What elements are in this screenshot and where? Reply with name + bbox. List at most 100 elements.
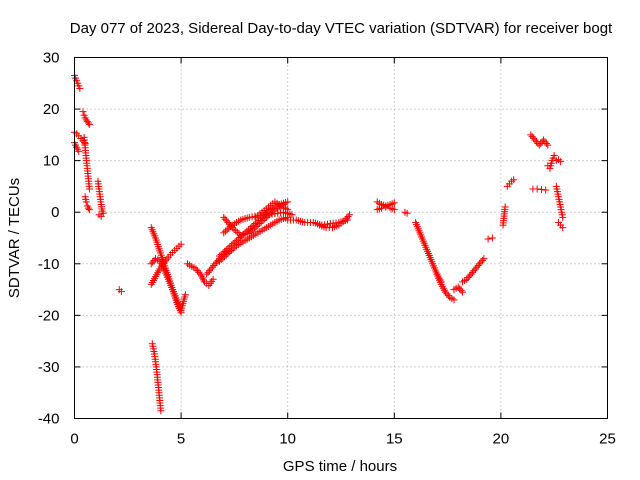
data-point (248, 213, 256, 221)
y-tick-label: -30 (38, 359, 60, 376)
data-layer (71, 72, 567, 415)
data-point (484, 235, 492, 243)
data-point (208, 263, 216, 271)
data-point (223, 217, 231, 225)
data-point (510, 176, 518, 184)
data-point (470, 267, 478, 275)
data-track (94, 177, 106, 215)
data-point (537, 186, 545, 194)
data-point (82, 198, 90, 206)
data-point (181, 291, 189, 299)
x-tick-label: 15 (386, 431, 403, 448)
data-track (459, 255, 488, 286)
data-point (542, 139, 550, 147)
data-point (457, 286, 465, 294)
data-point (378, 204, 386, 212)
data-point (256, 220, 264, 228)
data-point (221, 227, 229, 235)
data-track (401, 208, 411, 217)
data-point (559, 224, 567, 232)
data-point (535, 141, 543, 149)
data-point (261, 215, 269, 223)
data-point (84, 119, 92, 127)
data-point (542, 186, 550, 194)
plot-frame (74, 57, 608, 419)
data-point (474, 262, 482, 270)
data-point (247, 227, 255, 235)
data-point (203, 270, 211, 278)
data-point (85, 185, 93, 193)
data-point (251, 212, 259, 220)
data-track (373, 203, 398, 214)
data-point (85, 206, 93, 214)
data-point (227, 246, 235, 254)
y-tick-label: -20 (38, 307, 60, 324)
data-track (215, 213, 292, 265)
data-point (257, 218, 265, 226)
data-point (206, 267, 214, 275)
data-point (550, 151, 558, 159)
data-track (81, 193, 93, 214)
data-point (259, 216, 267, 224)
data-point (557, 158, 565, 166)
data-point (476, 260, 484, 268)
data-point (225, 224, 233, 232)
data-point (221, 253, 229, 261)
data-point (528, 133, 536, 141)
data-point (84, 204, 92, 212)
data-point (343, 214, 351, 222)
data-point (229, 245, 237, 253)
data-point (231, 243, 239, 251)
data-point (527, 131, 535, 139)
data-point (209, 275, 217, 283)
data-point (344, 213, 352, 221)
data-track (552, 156, 565, 166)
data-point (341, 216, 349, 224)
data-point (284, 198, 292, 206)
data-point (463, 275, 471, 283)
data-point (211, 260, 219, 268)
data-point (382, 203, 390, 211)
data-point (117, 288, 125, 296)
data-point (390, 206, 398, 214)
data-point (271, 210, 279, 218)
x-tick-label: 5 (177, 431, 185, 448)
data-point (222, 251, 230, 259)
data-point (466, 272, 474, 280)
data-track (484, 234, 496, 243)
data-point (250, 224, 258, 232)
data-point (192, 265, 200, 273)
data-point (76, 84, 84, 92)
data-point (207, 265, 215, 273)
data-point (215, 257, 223, 265)
data-point (235, 230, 243, 238)
chart-title: Day 077 of 2023, Sidereal Day-to-day VTE… (70, 20, 613, 37)
data-point (464, 274, 472, 282)
y-tick-label: -40 (38, 411, 60, 428)
data-point (221, 215, 229, 223)
data-point (403, 209, 411, 217)
data-track (95, 209, 107, 220)
data-track (115, 286, 125, 296)
data-point (213, 258, 221, 266)
data-point (254, 221, 262, 229)
data-point (274, 209, 282, 217)
data-point (210, 262, 218, 270)
data-point (390, 199, 398, 207)
data-point (443, 290, 451, 298)
data-track (503, 176, 518, 190)
data-point (450, 296, 458, 304)
data-point (540, 136, 548, 144)
x-tick-label: 0 (70, 431, 78, 448)
data-point (346, 211, 354, 219)
data-point (85, 121, 93, 129)
data-point (468, 268, 476, 276)
data-track (252, 198, 292, 221)
data-track (529, 185, 550, 194)
data-point (471, 265, 479, 273)
data-point (224, 219, 232, 227)
data-track (148, 340, 165, 415)
data-point (99, 209, 107, 217)
